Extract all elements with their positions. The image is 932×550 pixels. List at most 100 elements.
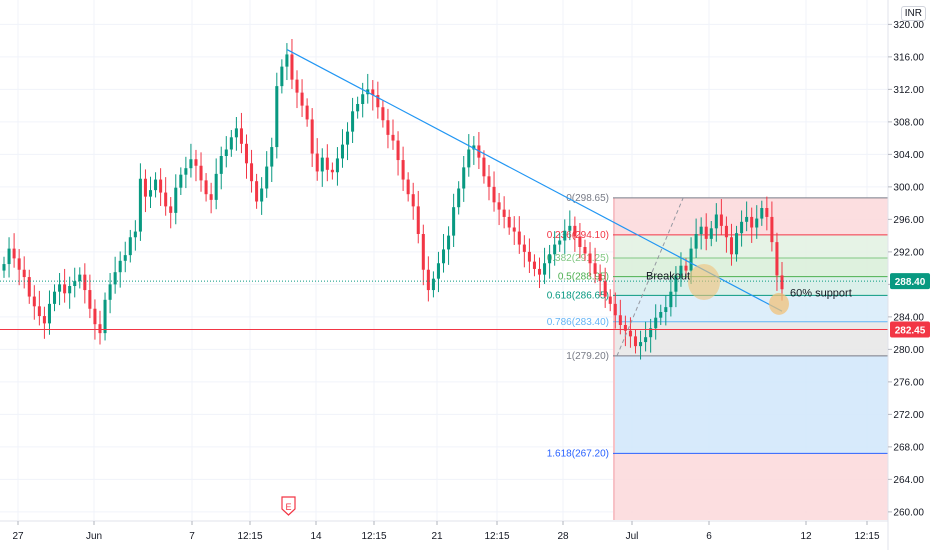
candle [416,190,420,244]
candle [325,144,329,182]
support-label[interactable]: 60% support [790,288,852,300]
candle [452,193,456,247]
candle [401,146,405,191]
candle-body [118,260,122,273]
candle [113,256,117,294]
x-tick-label: 6 [706,531,712,542]
support-highlight[interactable] [769,292,789,315]
candle-body [608,296,612,304]
fib-zone [613,355,888,454]
candle-body [73,281,77,286]
candle [154,172,158,198]
candle-body [497,202,501,210]
candle-body [27,277,31,297]
candle-body [775,242,779,276]
candle [381,99,385,128]
candle-body [138,178,142,232]
candle-body [406,179,410,195]
candle-body [401,160,405,180]
breakout-label[interactable]: Breakout [646,271,690,283]
currency-selector[interactable]: INR [900,6,926,21]
breakout-highlight[interactable] [688,263,720,300]
candle [406,172,410,202]
candle-body [204,180,208,195]
candle [12,233,16,268]
candle-body [679,265,683,276]
candle-body [618,315,622,325]
candle [244,134,249,179]
y-tick-label: 264.00 [893,475,924,486]
candle-body [320,157,324,172]
candle [543,247,547,284]
candle-body [356,104,360,112]
candle-body [37,306,41,317]
candle [17,249,21,286]
candle [740,210,744,247]
fibonacci-retracement[interactable]: 0(298.65) 0.236(294.10) 0.382(291.25) 0.5(2… [547,193,888,520]
candle-body [745,216,749,222]
candle-body [47,303,51,324]
candle-body [133,231,137,238]
candle [497,192,501,226]
candle [735,225,739,262]
candle [664,295,668,326]
candle [765,196,769,231]
candle-body [2,264,6,271]
candle [649,318,653,353]
candle [492,171,496,212]
candle [98,310,102,345]
candle-body [740,221,744,234]
candle-body [462,167,466,189]
candle-body [447,235,451,250]
candle-body [113,272,117,285]
candle [366,73,370,104]
candle-body [93,308,97,325]
candle-body [532,261,536,269]
candle [760,200,764,226]
fib-zone [613,321,888,356]
candle-body [396,140,400,161]
y-tick-label: 272.00 [893,410,924,421]
candle-body [770,216,774,243]
candle [507,209,511,235]
candle [290,39,294,89]
candle-body [543,263,547,275]
candle-body [472,145,476,150]
fib-level-label: 0.5(288.95) [558,272,609,283]
candle [694,218,698,258]
candle [421,224,425,286]
candle [32,285,36,320]
candle [447,226,451,265]
candle [68,276,72,309]
candle-body [457,188,461,208]
candle-body [234,128,238,138]
candle [184,156,188,189]
x-tick-label: 21 [431,531,443,542]
candle [482,150,486,184]
candle-body [295,79,299,93]
candle [37,290,41,326]
candle-body [239,128,243,144]
candle [42,306,46,339]
candle-body [108,284,112,300]
candle-body [704,226,708,239]
candle-body [169,206,173,213]
candle-body [78,274,82,282]
candle [704,213,708,251]
candle-body [148,190,153,197]
fib-zone [613,295,888,322]
candle-body [214,173,218,200]
drawings-layer[interactable]: Breakout 60% support E [0,49,888,516]
candle-body [179,174,183,188]
event-marker[interactable]: E [281,496,296,516]
candle-body [300,92,304,106]
x-tick-label: 12 [800,531,812,542]
candle [618,299,622,335]
x-tick-label: 14 [310,531,322,542]
candle-body [644,337,648,343]
candle-body [709,228,713,239]
candle [517,216,521,254]
last-price-badge: 288.40 [895,277,926,288]
candle [467,134,471,177]
